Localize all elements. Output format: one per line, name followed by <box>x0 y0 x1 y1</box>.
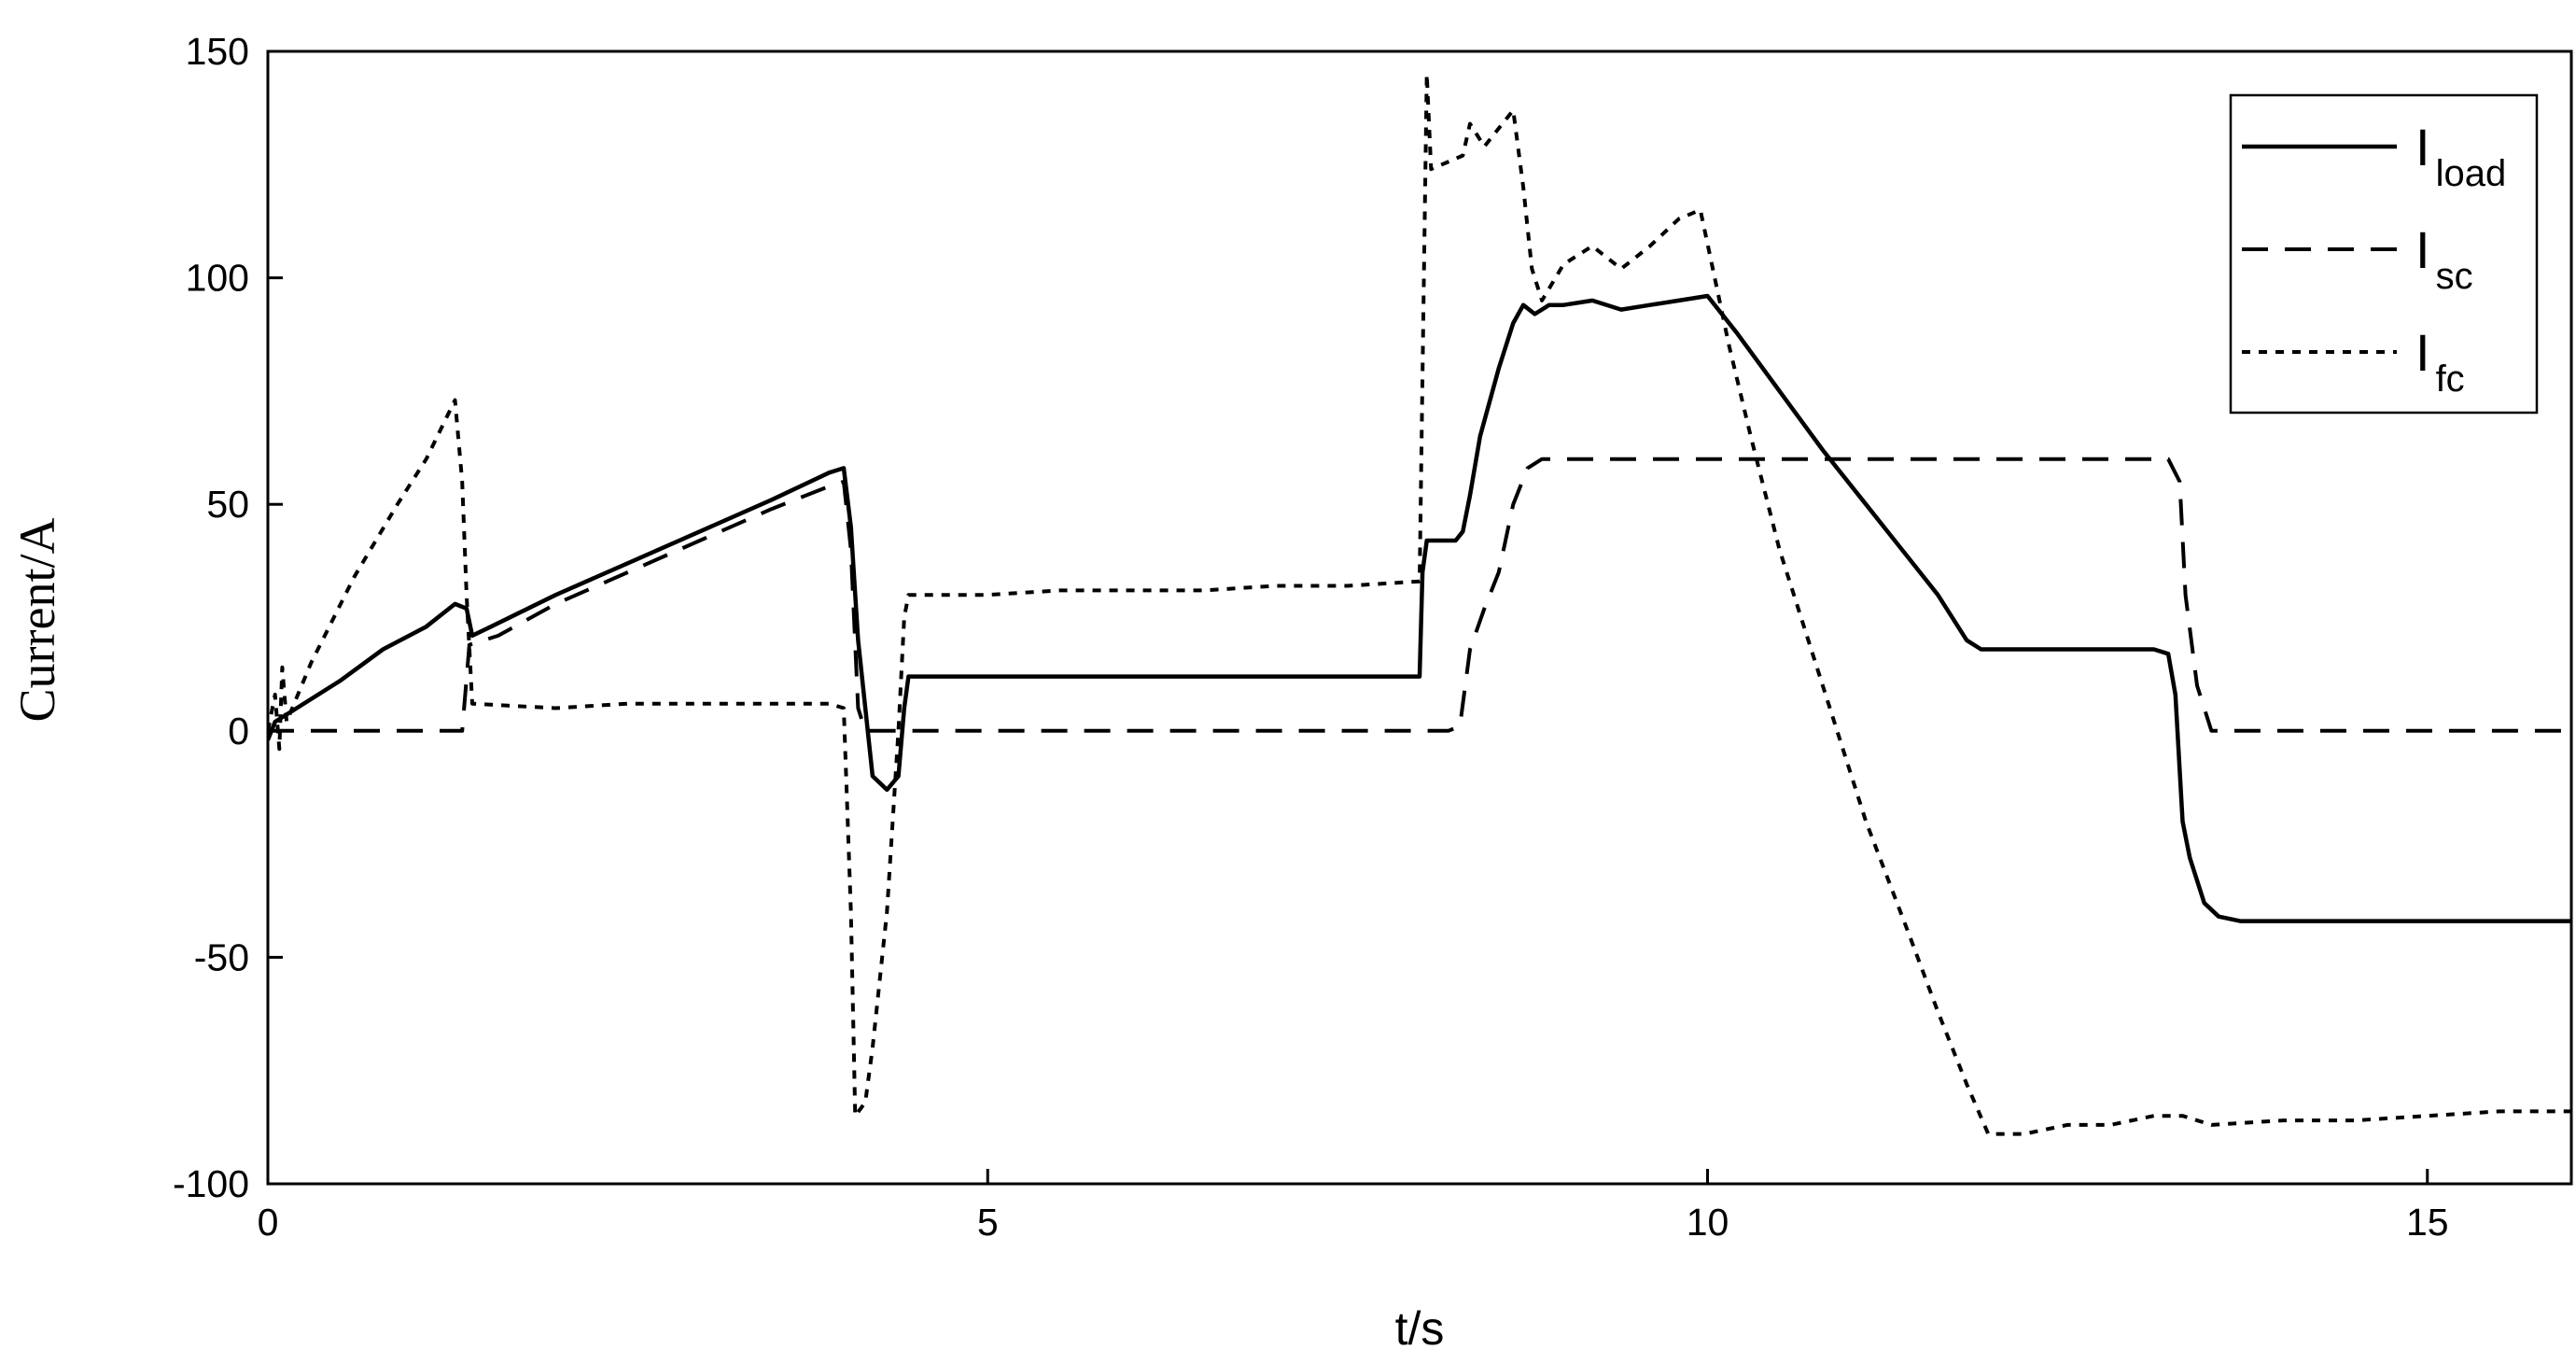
legend-box <box>2229 93 2539 415</box>
x-tick-label: 5 <box>977 1201 999 1244</box>
y-tick-label: 50 <box>206 483 249 526</box>
y-tick-label: 0 <box>228 710 249 752</box>
y-tick-label: 100 <box>186 257 249 300</box>
y-tick-label: 150 <box>186 30 249 73</box>
series-line-i-sc <box>268 457 2571 733</box>
plot-frame <box>266 49 2573 1186</box>
y-axis-label: Current/A <box>9 518 65 723</box>
series-line-i-fc <box>268 72 2571 1136</box>
y-tick-label: -100 <box>173 1162 249 1205</box>
series-line-i-load <box>268 293 2571 923</box>
x-tick-label: 0 <box>258 1201 279 1244</box>
x-tick-label: 15 <box>2406 1201 2449 1244</box>
y-tick-label: -50 <box>194 935 249 978</box>
x-axis-label: t/s <box>1395 1302 1445 1355</box>
x-tick-label: 10 <box>1687 1201 1729 1244</box>
